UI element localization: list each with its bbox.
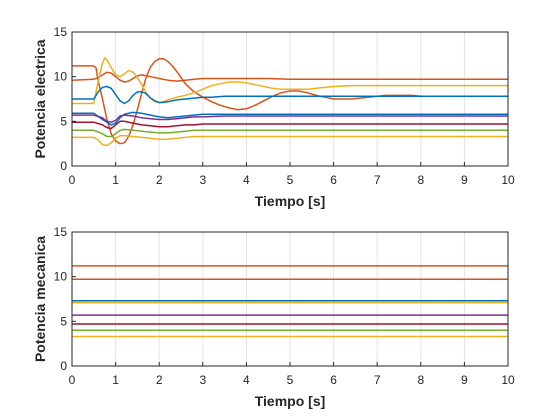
bottom-x-tick-label: 7 xyxy=(374,373,381,387)
bottom-y-tick-label: 0 xyxy=(60,359,67,373)
bottom-y-tick-label: 15 xyxy=(54,225,68,239)
top-x-tick-label: 5 xyxy=(287,173,294,187)
top-y-tick-label: 0 xyxy=(60,159,67,173)
top-y-tick-label: 15 xyxy=(54,25,68,39)
top-series-line-3 xyxy=(72,57,508,105)
top-y-tick-label: 5 xyxy=(60,114,67,128)
bottom-grid xyxy=(115,232,465,366)
bottom-x-axis-label: Tiempo [s] xyxy=(255,393,326,409)
bottom-y-axis-label: Potencia mecanica xyxy=(32,236,48,362)
bottom-x-tick-label: 6 xyxy=(330,373,337,387)
top-x-tick-label: 1 xyxy=(112,173,119,187)
bottom-series xyxy=(72,265,508,338)
top-x-tick-label: 8 xyxy=(417,173,424,187)
top-series-line-1 xyxy=(72,58,508,145)
top-series-line-2 xyxy=(71,71,508,83)
electrical-power-plot: 0 1 2 3 4 5 6 7 8 9 10 0 5 10 15 Tiempo [s] Potencia e… xyxy=(32,25,515,209)
bottom-x-tick-label: 0 xyxy=(69,373,76,387)
top-x-tick-label: 6 xyxy=(330,173,337,187)
top-series-line-4 xyxy=(72,85,508,105)
bottom-x-tick-label: 8 xyxy=(417,373,424,387)
top-x-tick-label: 3 xyxy=(199,173,206,187)
top-series-line-6 xyxy=(72,114,508,123)
top-grid xyxy=(115,32,465,166)
bottom-x-tick-label: 4 xyxy=(243,373,250,387)
bottom-tick-labels: 0 1 2 3 4 5 6 7 8 9 10 0 5 10 15 xyxy=(54,225,515,387)
bottom-x-tick-label: 5 xyxy=(287,373,294,387)
top-x-tick-label: 2 xyxy=(156,173,163,187)
top-tick-labels: 0 1 2 3 4 5 6 7 8 9 10 0 5 10 15 xyxy=(54,25,515,187)
top-x-tick-label: 9 xyxy=(461,173,468,187)
top-y-axis-label: Potencia electrica xyxy=(32,39,48,158)
top-y-tick-label: 10 xyxy=(54,70,68,84)
bottom-x-tick-label: 3 xyxy=(199,373,206,387)
top-series-line-9 xyxy=(72,134,508,147)
bottom-y-tick-label: 10 xyxy=(54,270,68,284)
top-x-tick-label: 4 xyxy=(243,173,250,187)
bottom-x-tick-label: 1 xyxy=(112,373,119,387)
top-x-axis-label: Tiempo [s] xyxy=(255,193,326,209)
top-x-tick-label: 10 xyxy=(501,173,515,187)
top-series xyxy=(71,57,508,147)
bottom-y-tick-label: 5 xyxy=(60,314,67,328)
top-series-line-8 xyxy=(72,128,508,138)
bottom-x-tick-label: 10 xyxy=(501,373,515,387)
top-series-line-7 xyxy=(72,120,508,130)
top-x-tick-label: 7 xyxy=(374,173,381,187)
bottom-x-tick-label: 9 xyxy=(461,373,468,387)
top-series-line-5 xyxy=(72,111,508,126)
bottom-x-tick-label: 2 xyxy=(156,373,163,387)
top-x-tick-label: 0 xyxy=(69,173,76,187)
mechanical-power-plot: 0 1 2 3 4 5 6 7 8 9 10 0 5 10 15 Tiempo [s] Potencia m… xyxy=(32,225,515,409)
